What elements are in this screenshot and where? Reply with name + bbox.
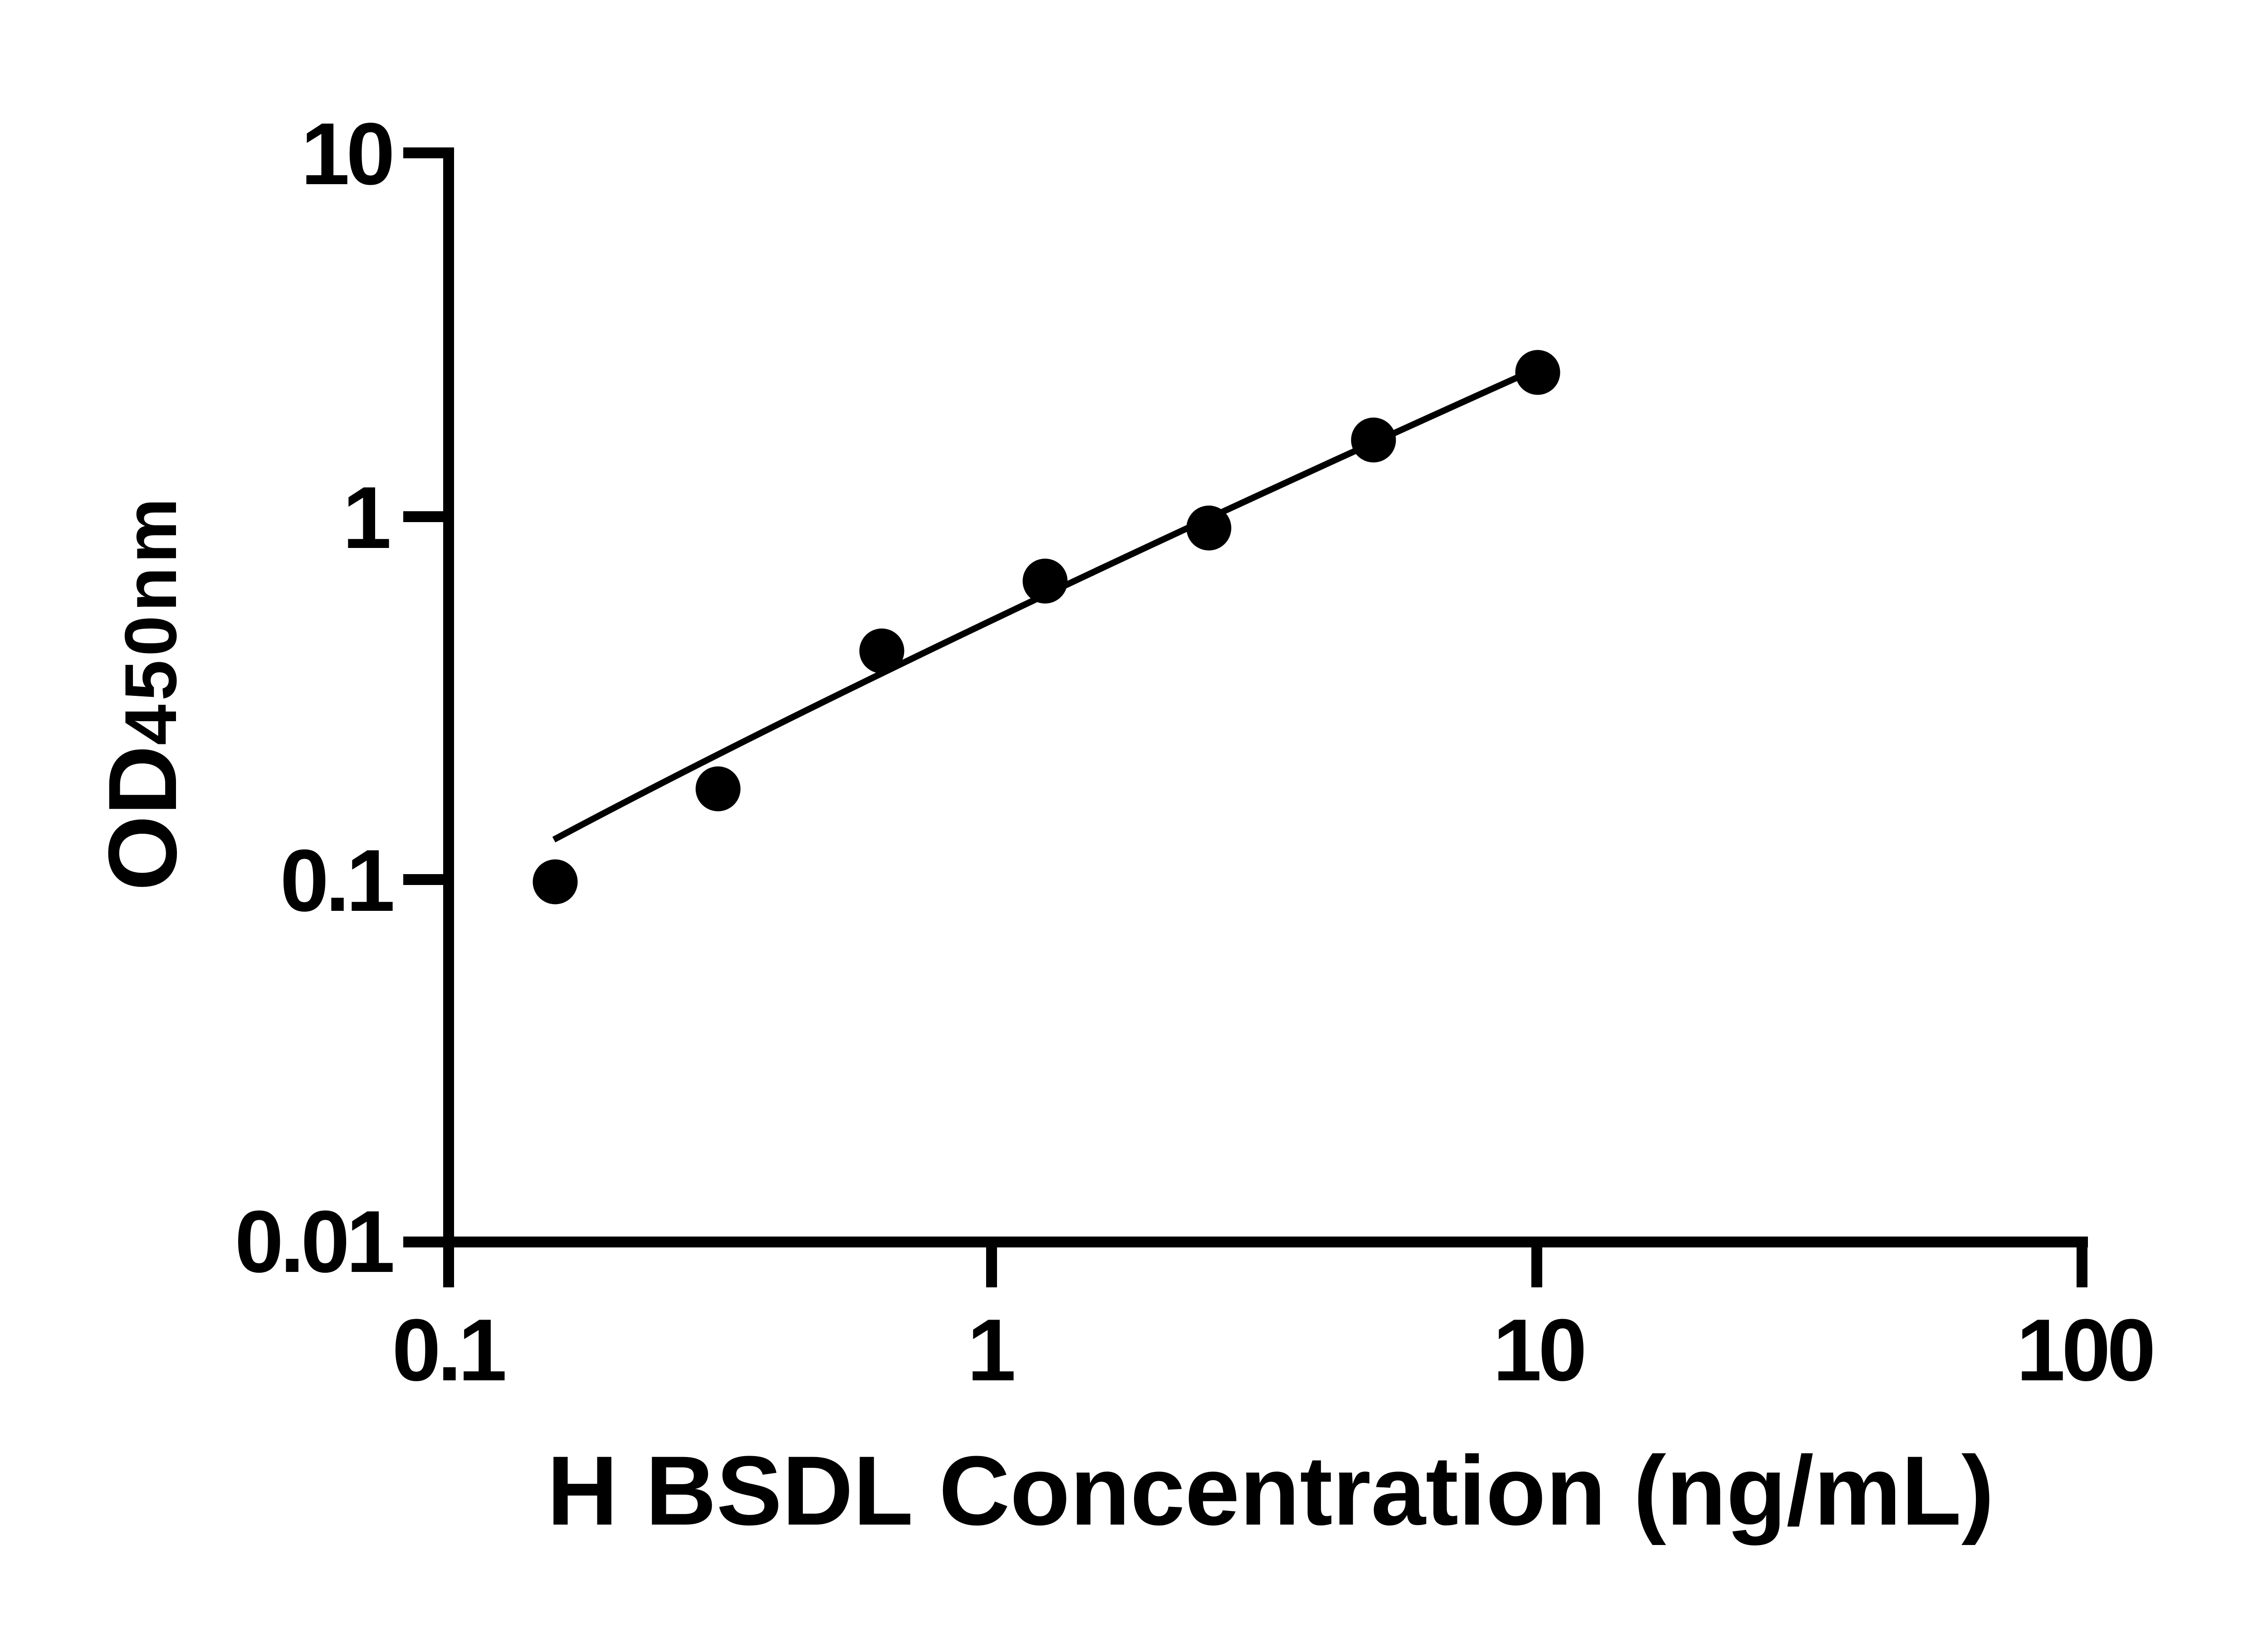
svg-text:OD450nm: OD450nm: [88, 494, 197, 891]
svg-text:10: 10: [1493, 1301, 1584, 1399]
svg-text:0.1: 0.1: [392, 1301, 505, 1399]
svg-text:100: 100: [2016, 1301, 2152, 1399]
svg-text:H BSDL Concentration (ng/mL): H BSDL Concentration (ng/mL): [547, 1436, 1994, 1545]
svg-text:10: 10: [301, 105, 391, 203]
svg-text:1: 1: [967, 1301, 1016, 1399]
svg-text:1: 1: [342, 469, 391, 567]
svg-text:0.01: 0.01: [235, 1193, 393, 1291]
svg-text:0.1: 0.1: [280, 831, 393, 930]
